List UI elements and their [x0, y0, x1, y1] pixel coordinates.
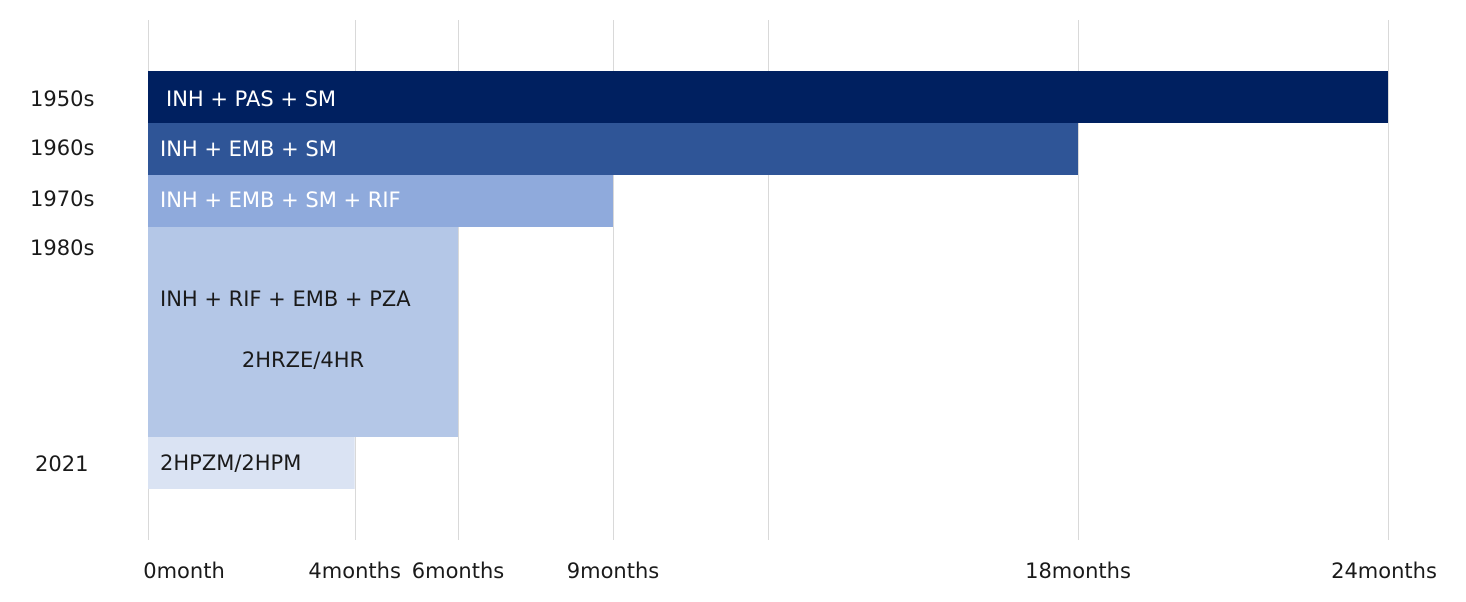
- bar-label: INH + EMB + SM: [160, 137, 337, 161]
- row-label-1950s: 1950s: [30, 87, 94, 111]
- row-label-1960s: 1960s: [30, 136, 94, 160]
- x-tick-label: 0month: [143, 559, 225, 583]
- bar-label: 2HPZM/2HPM: [160, 451, 301, 475]
- bar-label: INH + EMB + SM + RIF: [160, 188, 401, 212]
- bar-1960s: [148, 123, 1078, 175]
- x-tick-label: 4months: [308, 559, 400, 583]
- bar-label: 2HRZE/4HR: [242, 348, 364, 372]
- x-tick-label: 6months: [412, 559, 504, 583]
- bar-2021: [148, 437, 355, 489]
- x-axis-tick-labels: 0month 4months 6months 9months 18months 24mon…: [143, 559, 1437, 583]
- x-tick-label: 18months: [1025, 559, 1131, 583]
- bar-label: INH + PAS + SM: [166, 87, 336, 111]
- x-tick-label: 24months: [1331, 559, 1437, 583]
- row-label-1980s: 1980s: [30, 236, 94, 260]
- row-labels: 1950s 1960s 1970s 1980s 2021: [30, 87, 94, 476]
- row-label-1970s: 1970s: [30, 187, 94, 211]
- x-tick-label: 9months: [567, 559, 659, 583]
- bars: INH + PAS + SM INH + EMB + SM INH + EMB + …: [148, 71, 1388, 489]
- bar-1980s: [148, 227, 458, 437]
- row-label-2021: 2021: [35, 452, 88, 476]
- bar-1970s: [148, 175, 613, 227]
- bar-label: INH + RIF + EMB + PZA: [160, 287, 411, 311]
- bar-1950s: [148, 71, 1388, 123]
